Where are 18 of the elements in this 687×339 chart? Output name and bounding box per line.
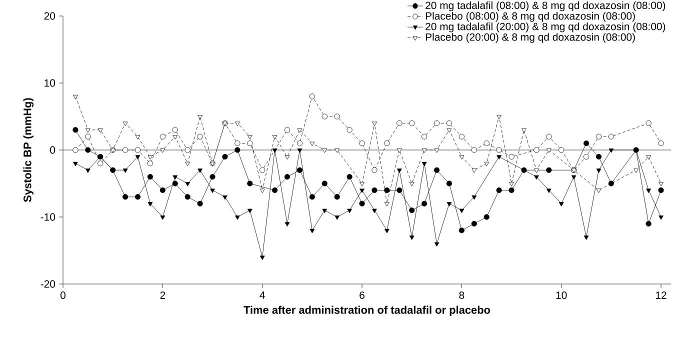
x-tick-label: 2	[160, 292, 166, 299]
y-axis-title: Systolic BP (mmHg)	[23, 98, 34, 202]
legend-label: Placebo (20:00) & 8 mg qd doxazosin (08:00)	[426, 33, 635, 43]
x-tick-label: 10	[556, 292, 567, 299]
x-tick-label: 8	[459, 292, 464, 299]
legend-label: 20 mg tadalafil (20:00) & 8 mg qd doxazosin (08:00)	[426, 22, 666, 32]
y-tick-label: 0	[50, 146, 56, 154]
legend-label: 20 mg tadalafil (08:00) & 8 mg qd doxazosin (08:00)	[426, 1, 666, 12]
x-tick-label: 6	[360, 292, 364, 299]
x-tick-label: 0	[60, 292, 66, 299]
x-tick-label: 12	[656, 292, 666, 299]
y-tick-label: -10	[40, 213, 56, 221]
y-tick-label: 20	[44, 12, 56, 20]
y-tick-label: -20	[40, 280, 56, 288]
x-tick-label: 4	[260, 292, 265, 299]
legend-label: Placebo (08:00) & 8 mg qd doxazosin (08:00)	[426, 12, 635, 22]
y-tick-label: 10	[44, 79, 56, 87]
x-axis-title: Time after administration of tadalafil or placebo	[244, 306, 490, 316]
